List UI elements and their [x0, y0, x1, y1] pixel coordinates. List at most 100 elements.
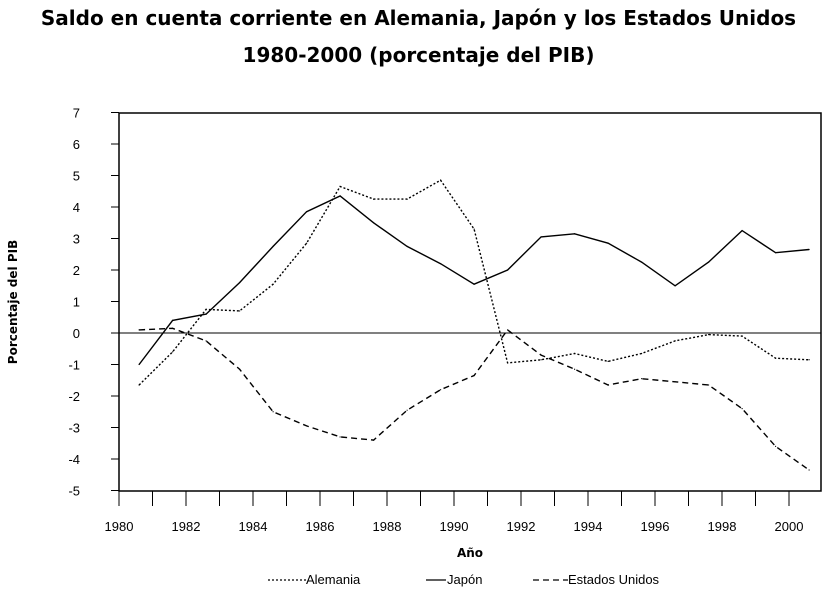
data-point [440, 389, 442, 391]
data-point [574, 368, 576, 370]
data-point [406, 198, 408, 200]
x-tick-label: 1992 [507, 519, 536, 534]
data-point [373, 222, 375, 224]
plot-frame [118, 112, 822, 492]
series-line-0 [138, 179, 810, 386]
y-tick-label: -5 [68, 484, 80, 499]
data-point [507, 269, 509, 271]
series-lines [138, 179, 810, 471]
y-tick-label: 5 [73, 169, 80, 184]
data-point [440, 179, 442, 181]
data-point [741, 335, 743, 337]
y-tick-label: 6 [73, 137, 80, 152]
data-point [641, 352, 643, 355]
data-point [306, 425, 308, 427]
chart-title-line-1: Saldo en cuenta corriente en Alemania, J… [40, 6, 797, 30]
data-point [775, 357, 777, 359]
chart-title-line-2: 1980-2000 (porcentaje del PIB) [242, 43, 595, 67]
data-point [775, 252, 777, 254]
data-point [574, 233, 576, 235]
data-point [641, 261, 643, 263]
data-point [138, 363, 140, 366]
y-tick-label: 7 [73, 106, 80, 121]
data-point [440, 263, 442, 265]
x-tick-label: 1982 [172, 519, 201, 534]
x-tick-label: 1998 [708, 519, 737, 534]
y-axis-title: Porcentaje del PIB [6, 240, 20, 364]
data-point [507, 362, 509, 364]
data-point [708, 333, 710, 336]
data-point [540, 354, 542, 356]
y-tick-label: 0 [73, 326, 80, 341]
x-axis: 1980 1982 1984 1986 1988 1990 1992 1994 1996 1998… [105, 491, 804, 534]
data-point [172, 327, 174, 329]
data-point [172, 319, 174, 321]
x-tick-label: 1988 [373, 519, 402, 534]
data-point [808, 248, 810, 251]
legend-label: Alemania [306, 572, 361, 587]
data-point [339, 436, 341, 438]
data-point [373, 439, 375, 441]
y-tick-label: 4 [73, 200, 80, 215]
data-point [172, 351, 174, 353]
data-point [674, 340, 676, 342]
data-point [272, 283, 274, 285]
y-tick-label: -2 [68, 389, 80, 404]
data-point [272, 245, 274, 247]
data-point [239, 310, 241, 312]
data-point [205, 340, 207, 342]
data-point [574, 352, 576, 355]
y-tick-label: -1 [68, 358, 80, 373]
legend-label: Estados Unidos [568, 572, 660, 587]
data-point [775, 445, 777, 447]
data-point [808, 359, 810, 361]
data-point [406, 245, 408, 247]
legend-label: Japón [447, 572, 482, 587]
data-point [507, 329, 509, 331]
data-point [473, 283, 475, 285]
data-point [473, 374, 475, 377]
data-point [607, 360, 609, 362]
data-point [641, 378, 643, 380]
x-tick-label: 1980 [105, 519, 134, 534]
x-tick-label: 1986 [306, 519, 335, 534]
data-point [708, 384, 710, 386]
data-point [808, 469, 810, 471]
legend: Alemania Japón Estados Unidos [268, 572, 660, 587]
data-point [406, 409, 408, 411]
y-tick-label: 1 [73, 295, 80, 310]
data-point [373, 198, 375, 200]
y-tick-label: -4 [68, 452, 80, 467]
data-point [741, 230, 743, 232]
x-tick-label: 1996 [641, 519, 670, 534]
y-axis: 7 6 5 4 3 2 1 0 -1 -2 -3 -4 -5 [68, 106, 119, 499]
y-tick-label: -3 [68, 421, 80, 436]
x-tick-label: 1990 [440, 519, 469, 534]
y-tick-label: 3 [73, 232, 80, 247]
data-point [205, 308, 207, 310]
data-point [239, 282, 241, 284]
data-point [607, 384, 609, 386]
data-point [540, 236, 542, 238]
x-tick-label: 1984 [239, 519, 268, 534]
x-tick-label: 2000 [775, 519, 804, 534]
data-point [138, 384, 140, 386]
data-point [607, 242, 609, 244]
data-point [306, 211, 308, 213]
data-point [339, 185, 341, 188]
data-point [674, 285, 676, 287]
data-point [272, 411, 274, 413]
data-point [674, 381, 676, 383]
x-tick-label: 1994 [574, 519, 603, 534]
x-axis-title: Año [457, 546, 483, 560]
data-point [239, 368, 241, 370]
data-point [540, 359, 542, 361]
series-line-1 [138, 195, 810, 365]
data-point [741, 408, 743, 410]
series-line-2 [139, 327, 810, 471]
data-point [138, 329, 140, 331]
data-point [708, 261, 710, 263]
data-point [339, 195, 341, 197]
data-point [205, 313, 207, 315]
